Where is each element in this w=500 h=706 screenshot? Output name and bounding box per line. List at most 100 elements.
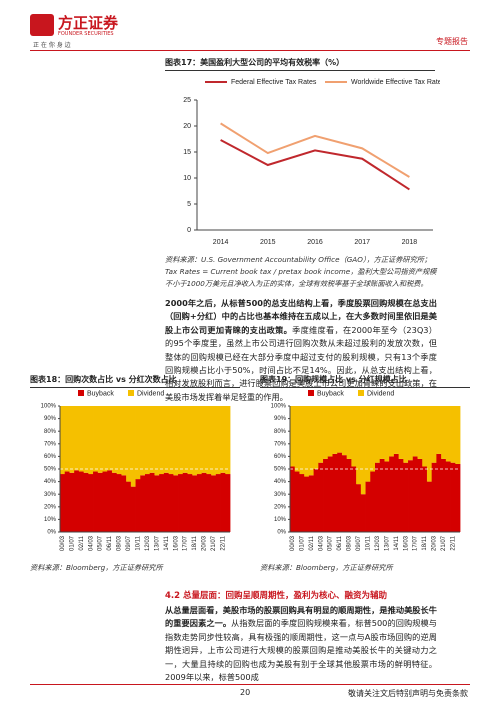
- area-slice: [455, 406, 461, 464]
- x-tick-label: 14/11: [164, 535, 170, 550]
- area-slice: [332, 453, 338, 532]
- x-tick-label: 12/03: [145, 535, 151, 551]
- area-slice: [393, 406, 400, 454]
- area-slice: [441, 458, 447, 532]
- x-tick-label: 18/11: [192, 535, 198, 550]
- disclaimer: 敬请关注文后特别声明与免责条款: [348, 689, 468, 698]
- y-tick-label: 10%: [44, 517, 57, 523]
- area-slice: [346, 406, 352, 459]
- area-slice: [135, 406, 141, 480]
- area-slice: [441, 406, 447, 459]
- x-tick-label: 05/07: [328, 535, 334, 551]
- x-tick-label: 13/07: [154, 535, 160, 551]
- area-slice: [375, 462, 381, 532]
- x-tick-label: 2017: [354, 239, 370, 246]
- area-slice: [365, 481, 371, 532]
- area-slice: [211, 406, 217, 476]
- area-slice: [351, 406, 357, 467]
- area-slice: [389, 406, 395, 457]
- area-slice: [78, 471, 85, 532]
- area-slice: [327, 456, 333, 532]
- area-slice: [154, 406, 160, 476]
- area-slice: [97, 406, 103, 473]
- area-slice: [356, 406, 362, 485]
- legend-swatch: [128, 390, 134, 396]
- area-slice: [145, 474, 151, 532]
- area-slice: [379, 406, 385, 459]
- x-tick-label: 2016: [307, 239, 323, 246]
- logo-icon: [30, 14, 54, 36]
- legend-swatch: [78, 390, 84, 396]
- x-tick-label: 06/11: [337, 535, 343, 550]
- area-slice: [215, 474, 221, 532]
- y-tick-label: 90%: [44, 416, 57, 422]
- area-slice: [116, 406, 122, 475]
- area-slice: [337, 452, 343, 532]
- area-slice: [168, 406, 174, 475]
- y-tick-label: 10: [183, 175, 191, 182]
- area-slice: [93, 471, 99, 532]
- y-tick-label: 20: [183, 123, 191, 130]
- area-slice: [159, 474, 165, 532]
- area-slice: [431, 406, 437, 463]
- y-tick-label: 60%: [44, 454, 57, 460]
- area-slice: [88, 474, 94, 532]
- bold-text: 从总量层面看，美股市场的股票回购具有明显的顺周期性，是推动美股长牛的重要因素之一…: [165, 605, 437, 629]
- x-tick-label: 18/11: [422, 535, 428, 550]
- area-slice: [341, 406, 348, 456]
- area-slice: [192, 475, 198, 532]
- area-slice: [130, 406, 136, 487]
- x-tick-label: 06/11: [107, 535, 113, 550]
- area-slice: [351, 466, 357, 532]
- area-slice: [356, 484, 362, 532]
- area-slice: [206, 406, 212, 475]
- area-slice: [107, 406, 113, 471]
- line: [220, 122, 410, 178]
- y-tick-label: 70%: [44, 441, 57, 447]
- area-slice: [431, 462, 437, 532]
- logo: 方正证券: [58, 14, 119, 32]
- y-tick-label: 50%: [44, 467, 57, 473]
- y-tick-label: 15: [183, 149, 191, 156]
- legend-label: Buyback: [87, 390, 114, 397]
- area-slice: [196, 406, 203, 475]
- area-slice: [313, 406, 319, 469]
- area-slice: [163, 472, 170, 532]
- area-slice: [436, 453, 442, 532]
- area-slice: [140, 475, 146, 532]
- logo-sub: FOUNDER SECURITIES: [58, 31, 114, 37]
- area-slice: [69, 406, 75, 473]
- area-slice: [360, 406, 366, 495]
- y-tick-label: 25: [183, 97, 191, 104]
- y-tick-label: 70%: [274, 441, 287, 447]
- area-slice: [332, 406, 338, 454]
- area-slice: [422, 406, 428, 467]
- x-tick-label: 22/11: [450, 535, 456, 550]
- x-tick-label: 17/07: [413, 535, 419, 551]
- area-slice: [417, 458, 423, 532]
- x-tick-label: 22/11: [220, 535, 226, 550]
- area-slice: [450, 462, 456, 532]
- area-slice: [294, 471, 300, 532]
- area-slice: [403, 462, 409, 532]
- area-slice: [173, 406, 179, 476]
- figure-title: 图表19：回购规模占比 vs 分红规模占比: [260, 374, 470, 388]
- area-slice: [149, 406, 155, 473]
- area-slice: [215, 406, 221, 475]
- area-slice: [135, 479, 141, 532]
- area-slice: [450, 406, 456, 463]
- area-slice: [60, 406, 66, 475]
- area-slice: [337, 406, 343, 453]
- area-slice: [398, 406, 404, 459]
- area-slice: [83, 472, 89, 532]
- x-tick-label: 04/03: [318, 535, 324, 551]
- area-slice: [182, 406, 188, 473]
- paragraph: 2000年之后，从标普500的总支出结构上看，季度股票回购规模在总支出（回购+分…: [165, 297, 437, 404]
- area-slice: [130, 486, 136, 532]
- area-slice: [426, 481, 433, 532]
- area-slice: [318, 406, 324, 463]
- area-slice: [178, 406, 184, 475]
- area-slice: [173, 475, 179, 532]
- area-slice: [126, 481, 132, 532]
